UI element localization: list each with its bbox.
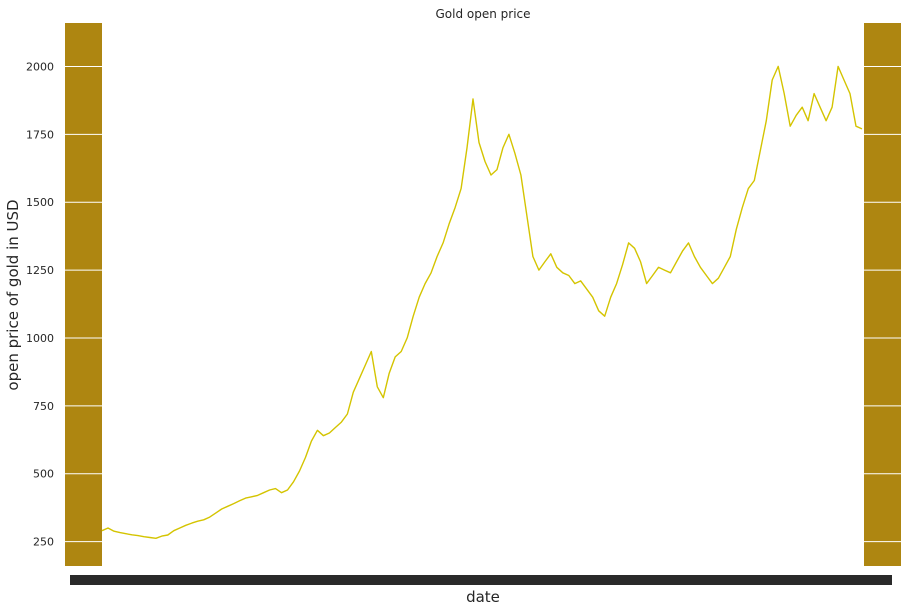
right-side-bar xyxy=(864,23,901,566)
y-tick-label-2000: 2000 xyxy=(26,60,54,73)
x-axis-label: date xyxy=(466,588,500,606)
y-tick-label-500: 500 xyxy=(33,468,54,481)
y-tick-label-750: 750 xyxy=(33,400,54,413)
grid-lines xyxy=(65,65,901,543)
y-tick-label-1250: 1250 xyxy=(26,264,54,277)
y-axis-label: open price of gold in USD xyxy=(4,199,22,390)
left-side-bar xyxy=(65,23,102,566)
chart-title: Gold open price xyxy=(435,7,530,21)
y-tick-label-250: 250 xyxy=(33,536,54,549)
gold-open-price-line xyxy=(101,65,863,539)
y-tick-label-1750: 1750 xyxy=(26,128,54,141)
y-tick-labels: 250 500 750 1000 1250 1500 1750 2000 xyxy=(26,60,54,548)
y-tick-label-1000: 1000 xyxy=(26,332,54,345)
x-tick-labels xyxy=(70,575,892,585)
x-tick-label-cluster xyxy=(70,575,892,585)
y-tick-label-1500: 1500 xyxy=(26,196,54,209)
